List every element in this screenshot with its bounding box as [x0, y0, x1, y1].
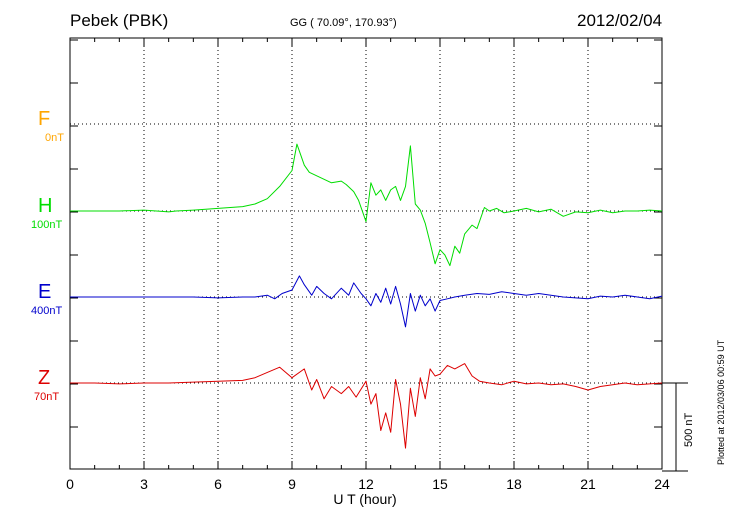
x-tick-label: 6 — [214, 476, 222, 492]
channel-e-scale: 400nT — [31, 305, 63, 317]
x-tick-label: 3 — [140, 476, 148, 492]
channel-z-name: Z — [38, 367, 51, 389]
x-tick-label: 12 — [358, 476, 374, 492]
channel-f-name: F — [38, 108, 51, 130]
series-line-z — [70, 363, 663, 449]
station-name: Pebek (PBK) — [70, 11, 169, 30]
x-tick-label: 18 — [506, 476, 522, 492]
plotted-timestamp: Plotted at 2012/03/06 00:59 UT — [716, 339, 726, 465]
x-axis-label: U T (hour) — [333, 491, 397, 507]
series-line-e — [70, 275, 663, 328]
scale-bar-label: 500 nT — [683, 412, 695, 447]
x-tick-label: 0 — [66, 476, 74, 492]
channel-h-name: H — [38, 195, 53, 217]
x-tick-label: 24 — [654, 476, 670, 492]
channel-e-name: E — [38, 281, 52, 303]
x-tick-label: 15 — [432, 476, 448, 492]
date-label: 2012/02/04 — [577, 11, 663, 30]
x-tick-label: 21 — [580, 476, 596, 492]
channel-z-scale: 70nT — [34, 391, 60, 403]
coordinates: GG ( 70.09°, 170.93°) — [290, 17, 397, 29]
x-tick-label: 9 — [288, 476, 296, 492]
channel-f-scale: 0nT — [45, 132, 64, 144]
channel-h-scale: 100nT — [31, 219, 63, 231]
series-line-h — [70, 143, 663, 267]
